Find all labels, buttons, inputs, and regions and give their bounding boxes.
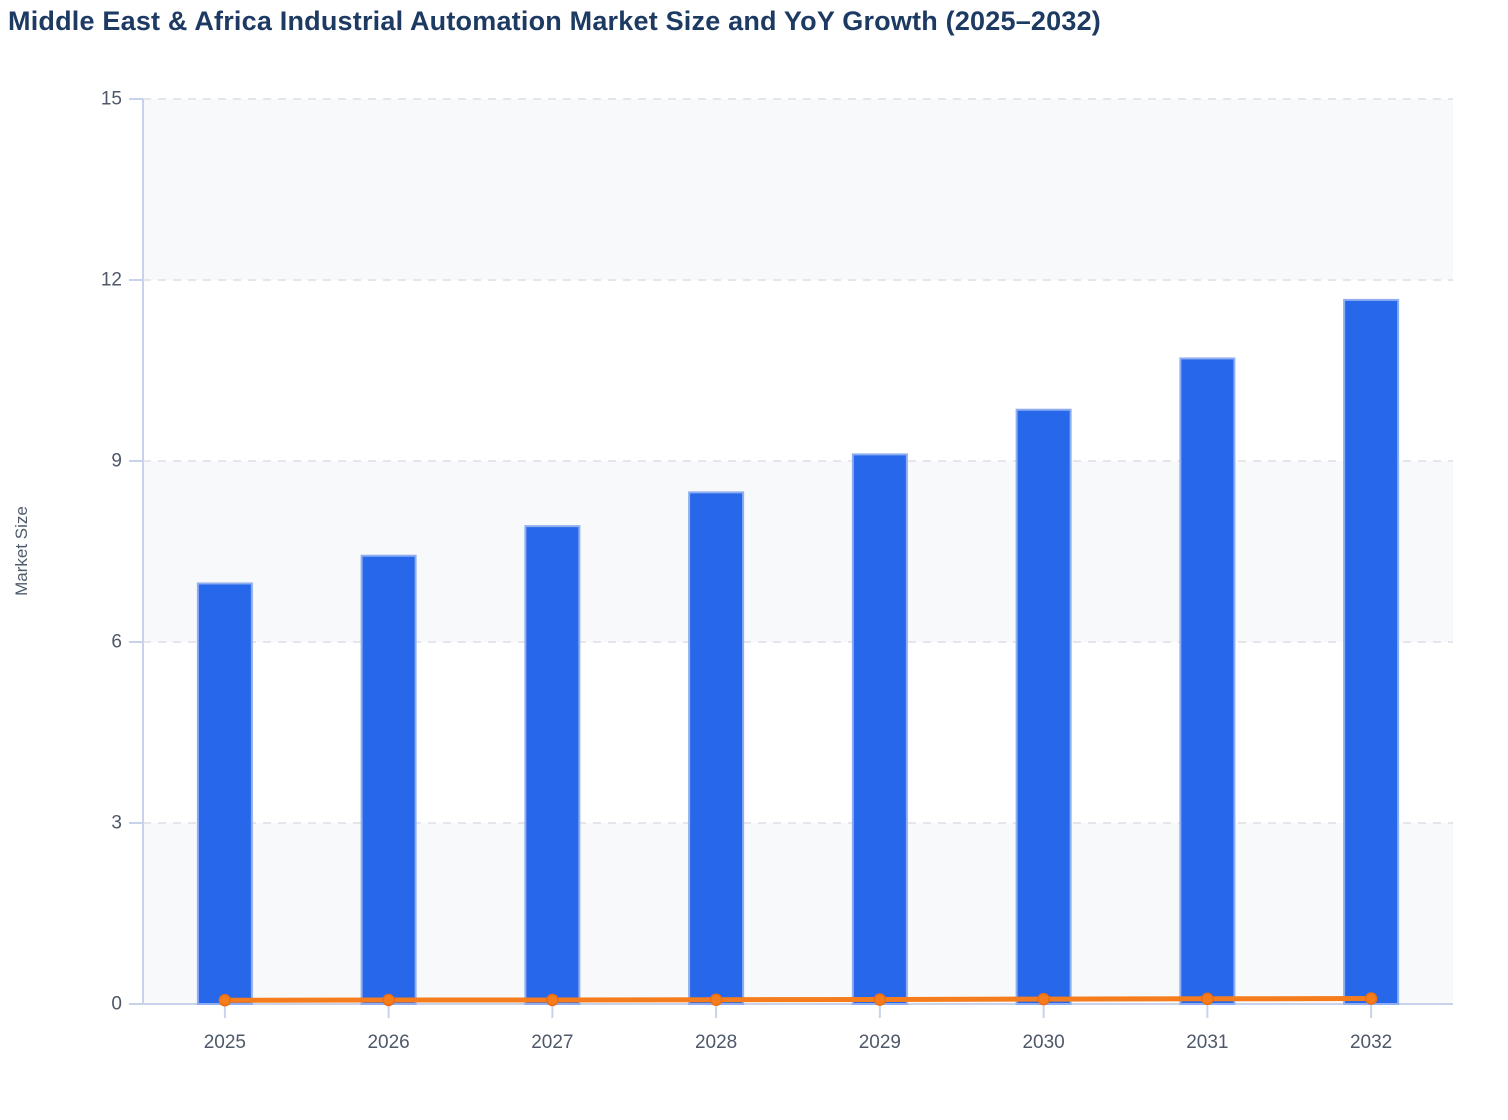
y-tick-label: 12 xyxy=(101,270,122,291)
y-tick-label: 0 xyxy=(111,994,122,1015)
plot-band xyxy=(143,99,1453,280)
yoy-growth-line xyxy=(222,996,1374,1003)
plot-band xyxy=(143,823,1453,1004)
yoy-marker-2030[interactable] xyxy=(1037,992,1050,1006)
x-tick-label: 2026 xyxy=(367,1032,409,1053)
bar-2025[interactable] xyxy=(196,582,253,1006)
x-tick-label: 2025 xyxy=(204,1032,246,1053)
bar-2031[interactable] xyxy=(1179,357,1236,1005)
yoy-marker-2026[interactable] xyxy=(382,993,395,1007)
x-tick-label: 2027 xyxy=(531,1032,573,1053)
y-tick-label: 9 xyxy=(111,451,122,472)
bar-2028[interactable] xyxy=(688,491,745,1005)
x-tick-label: 2032 xyxy=(1350,1032,1392,1053)
x-tick-label: 2030 xyxy=(1022,1032,1064,1053)
bar-2032[interactable] xyxy=(1343,298,1400,1006)
y-tick-label: 3 xyxy=(111,813,122,834)
yoy-marker-2028[interactable] xyxy=(709,993,723,1006)
yoy-marker-2027[interactable] xyxy=(546,993,559,1007)
plot-band xyxy=(143,461,1453,642)
y-tick-label: 6 xyxy=(111,632,122,653)
yoy-marker-2031[interactable] xyxy=(1201,992,1214,1006)
x-tick-label: 2028 xyxy=(695,1032,737,1053)
x-tick-label: 2029 xyxy=(859,1032,901,1053)
bar-2027[interactable] xyxy=(524,525,581,1005)
yoy-marker-2029[interactable] xyxy=(873,993,887,1006)
yoy-marker-2025[interactable] xyxy=(218,994,232,1007)
y-tick-label: 15 xyxy=(101,89,122,110)
bar-2030[interactable] xyxy=(1015,408,1072,1005)
bar-2026[interactable] xyxy=(360,554,417,1005)
chart-title: Middle East & Africa Industrial Automati… xyxy=(8,6,1101,36)
bar-2029[interactable] xyxy=(851,453,908,1005)
x-tick-label: 2031 xyxy=(1186,1032,1228,1053)
yoy-marker-2032[interactable] xyxy=(1364,992,1378,1005)
